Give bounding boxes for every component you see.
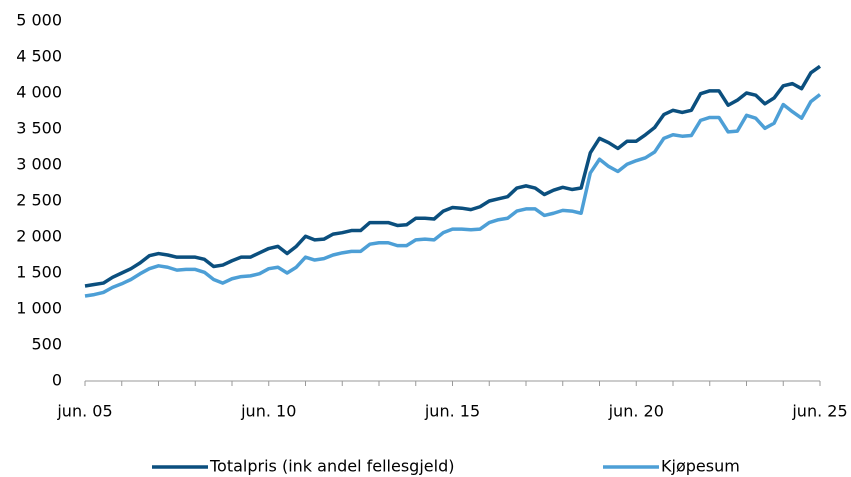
y-tick-label: 4 500	[16, 47, 62, 66]
y-tick-label: 4 000	[16, 83, 62, 102]
y-tick-label: 1 000	[16, 299, 62, 318]
legend-label: Kjøpesum	[661, 457, 740, 476]
y-tick-label: 2 000	[16, 227, 62, 246]
x-tick-label: jun. 25	[791, 402, 847, 421]
y-tick-label: 500	[31, 335, 62, 354]
line-series	[84, 93, 822, 298]
y-tick-label: 1 500	[16, 263, 62, 282]
x-tick-label: jun. 20	[608, 402, 664, 421]
x-tick-label: jun. 05	[56, 402, 112, 421]
x-tick-label: jun. 15	[424, 402, 480, 421]
y-tick-label: 0	[52, 371, 62, 390]
x-tick-label: jun. 10	[240, 402, 296, 421]
y-tick-label: 3 000	[16, 155, 62, 174]
y-tick-label: 2 500	[16, 191, 62, 210]
legend-label: Totalpris (ink andel fellesgjeld)	[209, 457, 454, 476]
line-series	[84, 64, 822, 288]
y-tick-label: 5 000	[16, 11, 62, 30]
y-tick-label: 3 500	[16, 119, 62, 138]
